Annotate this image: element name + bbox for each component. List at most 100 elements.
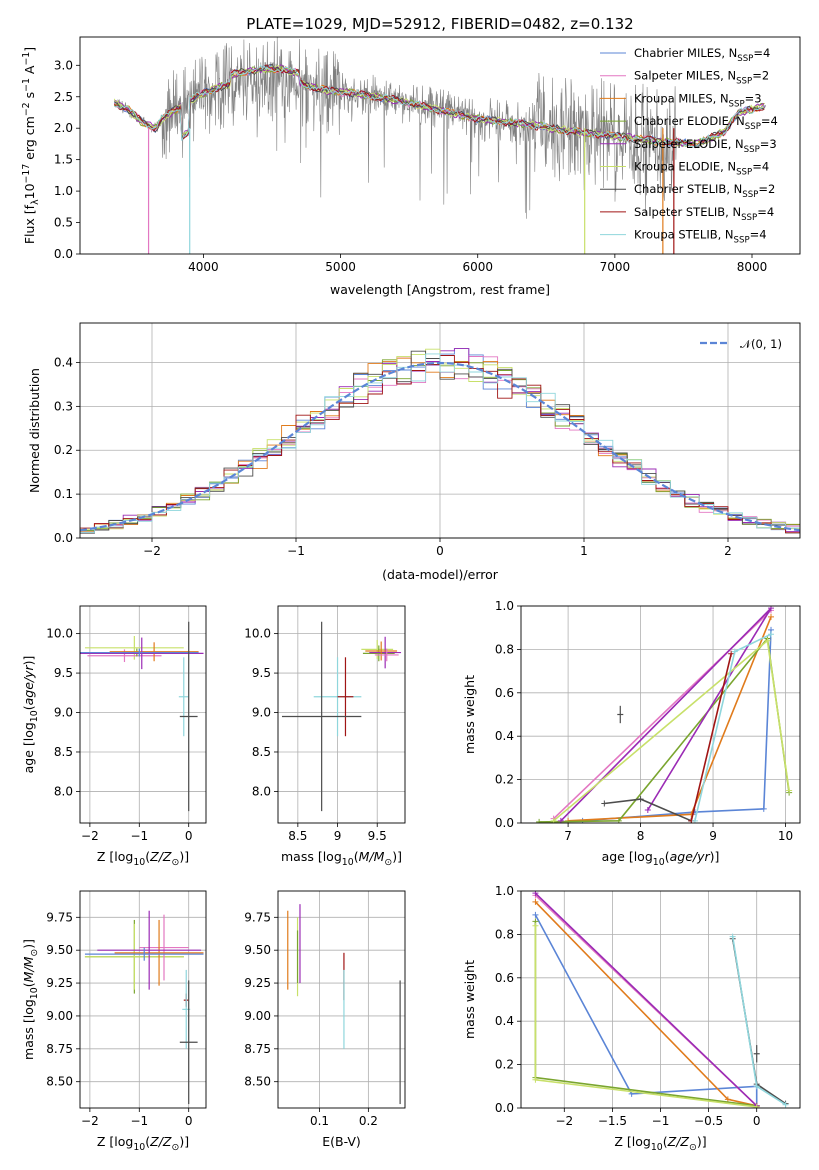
axes-frame xyxy=(520,605,801,824)
mass-weight-point xyxy=(760,805,767,812)
x-tick-label: 1 xyxy=(580,544,588,558)
legend-label: Chabrier STELIB, NSSP=2 xyxy=(634,182,775,200)
normal-curve xyxy=(80,361,800,532)
mass-weight-point xyxy=(764,637,771,644)
x-axis-label: Z [log10(Z/Z⊙)] xyxy=(614,1134,706,1153)
x-tick-label: −1 xyxy=(652,1114,670,1128)
y-tick-label: 9.5 xyxy=(54,666,73,680)
y-tick-label: 9.75 xyxy=(46,910,73,924)
x-tick-label: −1 xyxy=(130,829,148,843)
y-axis-label: mass [log10(M/M⊙)] xyxy=(21,939,40,1060)
y-tick-label: 0.8 xyxy=(495,642,514,656)
mass-weight-point xyxy=(532,911,539,918)
x-tick-label: −2 xyxy=(143,544,161,558)
mass-weight-line xyxy=(553,639,790,822)
mass-weight-point xyxy=(729,933,736,940)
y-tick-label: 9.75 xyxy=(244,910,271,924)
y-tick-label: 2.0 xyxy=(54,121,73,135)
y-axis-label: age [log10(age/yr)] xyxy=(21,656,40,774)
y-axis-label: mass weight xyxy=(462,960,477,1039)
residual-histogram xyxy=(80,353,800,534)
y-tick-label: 9.25 xyxy=(244,976,271,990)
axes-age-vs-mass: 8.5 9 9.5 8.0 8.5 9.0 9.5 10.0 xyxy=(244,606,405,843)
y-tick-label: 8.5 xyxy=(54,745,73,759)
x-tick-label: 0 xyxy=(753,1114,761,1128)
y-tick-label: 0.6 xyxy=(495,971,514,985)
y-tick-label: 8.75 xyxy=(46,1042,73,1056)
chart-title: PLATE=1029, MJD=52912, FIBERID=0482, z=0… xyxy=(246,15,633,33)
y-axis-label: mass weight xyxy=(462,675,477,754)
y-tick-label: 0.0 xyxy=(495,1101,514,1115)
mass-weight-point xyxy=(786,787,793,794)
x-axis-label: age [log10(age/yr)] xyxy=(602,849,720,868)
x-tick-label: 5000 xyxy=(325,260,356,274)
legend-label: Salpeter STELIB, NSSP=4 xyxy=(634,205,774,223)
legend-label: Salpeter ELODIE, NSSP=3 xyxy=(634,137,777,155)
mass-weight-point xyxy=(532,922,539,929)
model-spectrum-line xyxy=(114,64,765,148)
x-tick-label: 6000 xyxy=(462,260,493,274)
x-axis-label: mass [log10(M/M⊙)] xyxy=(281,849,402,868)
y-tick-label: 9.00 xyxy=(46,1009,73,1023)
y-tick-label: 0.3 xyxy=(54,399,73,413)
x-tick-label: 9 xyxy=(334,829,342,843)
axes-mass-vs-Z: −2 −1 0 8.50 8.75 9.00 9.25 9.50 9.75 xyxy=(46,891,206,1128)
y-axis-label: Normed distribution xyxy=(27,368,42,493)
x-tick-label: 8000 xyxy=(737,260,768,274)
x-tick-label: 0 xyxy=(185,829,193,843)
axes-frame xyxy=(79,36,801,255)
mass-weight-point xyxy=(532,1076,539,1083)
y-tick-label: 0.5 xyxy=(54,216,73,230)
axes-frame xyxy=(520,890,801,1109)
x-tick-label: 4000 xyxy=(188,260,219,274)
x-tick-label: −1 xyxy=(287,544,305,558)
x-tick-label: 2 xyxy=(724,544,732,558)
legend-label: Kroupa MILES, NSSP=3 xyxy=(634,91,762,109)
axes-frame xyxy=(79,322,801,539)
mass-weight-point xyxy=(731,648,738,655)
x-tick-label: 8 xyxy=(637,829,645,843)
mass-weight-point xyxy=(782,1101,789,1108)
x-tick-label: 0.2 xyxy=(359,1114,378,1128)
x-tick-label: 9.5 xyxy=(368,829,387,843)
legend-label: Salpeter MILES, NSSP=2 xyxy=(634,69,769,87)
mass-weight-point xyxy=(728,650,735,657)
x-tick-label: −1.5 xyxy=(598,1114,627,1128)
axes-frame xyxy=(277,890,406,1109)
mass-weight-point xyxy=(644,806,651,813)
legend-label: Chabrier ELODIE, NSSP=4 xyxy=(634,114,778,132)
mass-weight-line xyxy=(534,892,758,1107)
axes-frame xyxy=(277,605,406,824)
y-tick-label: 0.0 xyxy=(54,531,73,545)
mass-weight-line xyxy=(534,921,757,1107)
y-tick-label: 0.8 xyxy=(495,927,514,941)
axes-spectrum: 4000 5000 6000 7000 8000 0.0 0.5 1.0 1.5 2.0 2.5 3.… xyxy=(54,58,767,274)
mass-weight-point xyxy=(536,818,543,823)
y-axis-label: Flux [fλ10−17 erg cm−2 s−1 A−1] xyxy=(21,47,41,244)
y-tick-label: 1.5 xyxy=(54,153,73,167)
y-tick-label: 1.0 xyxy=(495,884,514,898)
y-tick-label: 0.0 xyxy=(54,247,73,261)
legend-label: 𝒩(0, 1) xyxy=(740,337,782,351)
y-tick-label: 8.5 xyxy=(252,745,271,759)
y-tick-label: 0.1 xyxy=(54,487,73,501)
y-tick-label: 0.2 xyxy=(495,1058,514,1072)
mass-weight-point xyxy=(601,800,608,807)
model-spectrum-line xyxy=(114,63,765,148)
y-tick-label: 9.50 xyxy=(244,943,271,957)
axes-frame xyxy=(79,890,207,1109)
y-tick-label: 0.2 xyxy=(495,773,514,787)
mass-weight-line xyxy=(731,936,787,1106)
y-tick-label: 10.0 xyxy=(244,627,271,641)
mass-weight-point xyxy=(753,1083,760,1090)
x-axis-label: (data-model)/error xyxy=(382,567,499,582)
x-axis-label: Z [log10(Z/Z⊙)] xyxy=(97,1134,189,1153)
axes-mass-vs-ebv: 0.1 0.2 8.50 8.75 9.00 9.25 9.50 9.75 xyxy=(244,891,405,1128)
x-tick-label: 0.1 xyxy=(310,1114,329,1128)
y-tick-label: 8.50 xyxy=(244,1075,271,1089)
y-tick-label: 9.0 xyxy=(252,706,271,720)
y-tick-label: 0.0 xyxy=(495,816,514,830)
y-tick-label: 0.6 xyxy=(495,686,514,700)
mass-weight-point xyxy=(768,631,775,638)
